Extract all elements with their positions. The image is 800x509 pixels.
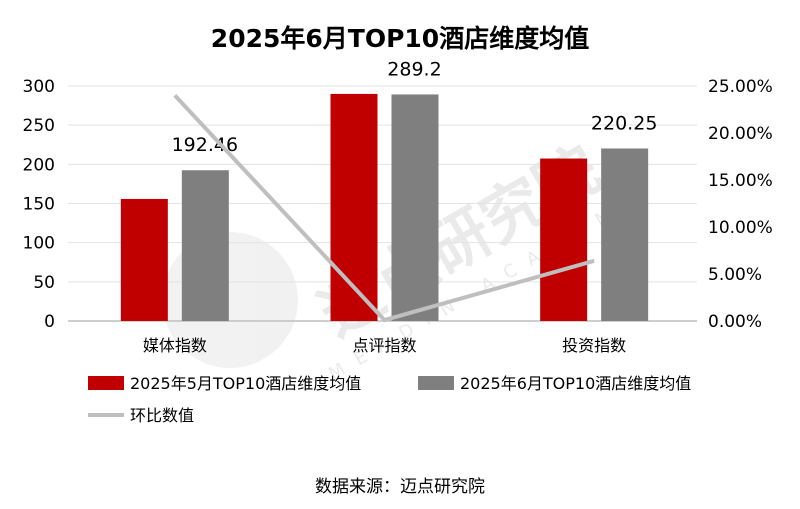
y2-tick-label: 20.00% xyxy=(708,124,773,144)
bar xyxy=(601,148,649,321)
bar xyxy=(181,170,229,321)
y2-tick-label: 10.00% xyxy=(708,218,773,238)
y-tick-label: 250 xyxy=(23,116,55,136)
legend-label: 2025年6月TOP10酒店维度均值 xyxy=(460,374,691,393)
data-label: 192.46 xyxy=(172,134,238,156)
bar xyxy=(540,158,588,321)
line-series xyxy=(173,94,595,323)
y-tick-label: 150 xyxy=(23,195,55,215)
legend-swatch xyxy=(418,376,454,390)
y-tick-label: 100 xyxy=(23,234,55,254)
legend-swatch xyxy=(88,376,124,390)
bar xyxy=(391,94,439,322)
data-label: 220.25 xyxy=(591,112,657,134)
legend-label: 环比数值 xyxy=(130,406,194,425)
y-tick-label: 0 xyxy=(44,312,55,332)
chart-title: 2025年6月TOP10酒店维度均值 xyxy=(211,24,589,53)
x-tick-label: 点评指数 xyxy=(352,336,416,355)
bar xyxy=(120,198,168,321)
y2-tick-label: 15.00% xyxy=(708,171,773,191)
y2-tick-label: 5.00% xyxy=(708,265,762,285)
y-tick-label: 300 xyxy=(23,77,55,97)
data-label: 289.2 xyxy=(387,58,441,80)
y-tick-label: 50 xyxy=(33,273,55,293)
bar xyxy=(330,93,378,321)
legend-label: 2025年5月TOP10酒店维度均值 xyxy=(130,374,361,393)
x-tick-label: 投资指数 xyxy=(562,336,626,355)
y2-tick-label: 25.00% xyxy=(708,77,773,97)
y2-tick-label: 0.00% xyxy=(708,312,762,332)
source-note: 数据来源：迈点研究院 xyxy=(315,477,485,497)
y-tick-label: 200 xyxy=(23,155,55,175)
x-tick-label: 媒体指数 xyxy=(143,336,207,355)
